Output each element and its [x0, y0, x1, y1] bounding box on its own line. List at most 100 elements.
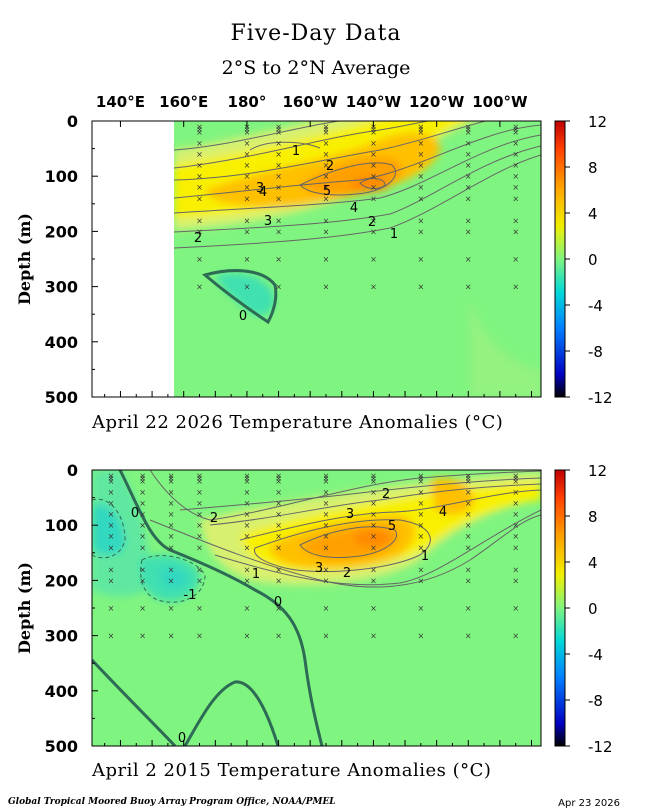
buoy-sensor-marker: × [417, 510, 424, 519]
buoy-sensor-marker: × [417, 125, 424, 134]
buoy-sensor-marker: × [370, 565, 377, 574]
buoy-sensor-marker: × [244, 128, 251, 137]
buoy-sensor-marker: × [465, 604, 472, 613]
y-tick-label: 400 [45, 333, 78, 352]
buoy-sensor-marker: × [275, 477, 282, 486]
buoy-sensor-marker: × [370, 474, 377, 483]
buoy-sensor-marker: × [108, 474, 115, 483]
colorbar-tick-label: 4 [588, 554, 598, 572]
buoy-sensor-marker: × [244, 150, 251, 159]
buoy-sensor-marker: × [370, 216, 377, 225]
colorbar-tick-label: 8 [588, 508, 598, 526]
buoy-sensor-marker: × [196, 632, 203, 641]
buoy-sensor-marker: × [196, 183, 203, 192]
buoy-sensor-marker: × [323, 632, 330, 641]
buoy-sensor-marker: × [108, 477, 115, 486]
buoy-sensor-marker: × [465, 472, 472, 481]
buoy-sensor-marker: × [465, 150, 472, 159]
contour-label: 1 [252, 567, 260, 582]
buoy-sensor-marker: × [244, 125, 251, 134]
buoy-sensor-marker: × [275, 283, 282, 292]
buoy-sensor-marker: × [323, 139, 330, 148]
buoy-sensor-marker: × [323, 216, 330, 225]
buoy-sensor-marker: × [196, 216, 203, 225]
buoy-sensor-marker: × [465, 632, 472, 641]
buoy-sensor-marker: × [244, 499, 251, 508]
buoy-sensor-marker: × [465, 565, 472, 574]
y-tick-label: 0 [67, 112, 78, 131]
panel-2026-buoy-markers: × × × × × × × × × × × × × × × × × × × × × × × × × × × × × × × × × × × × × × × ×… [196, 123, 519, 292]
buoy-sensor-marker: × [275, 139, 282, 148]
buoy-sensor-marker: × [417, 477, 424, 486]
buoy-sensor-marker: × [196, 521, 203, 530]
buoy-sensor-marker: × [370, 183, 377, 192]
buoy-sensor-marker: × [512, 194, 519, 203]
buoy-sensor-marker: × [108, 604, 115, 613]
buoy-sensor-marker: × [244, 172, 251, 181]
buoy-sensor-marker: × [465, 139, 472, 148]
buoy-sensor-marker: × [323, 521, 330, 530]
contour-label: 2 [368, 215, 376, 230]
buoy-sensor-marker: × [275, 123, 282, 132]
buoy-sensor-marker: × [370, 123, 377, 132]
buoy-sensor-marker: × [323, 227, 330, 236]
x-tick-label: 160°E [159, 93, 208, 111]
buoy-sensor-marker: × [168, 576, 175, 585]
contour-label: -1 [184, 588, 197, 603]
panel-2026-y-label: Depth (m) [15, 213, 34, 305]
y-tick-label: 400 [45, 682, 78, 701]
buoy-sensor-marker: × [465, 216, 472, 225]
contour-label: 3 [346, 507, 354, 522]
buoy-sensor-marker: × [370, 521, 377, 530]
buoy-sensor-marker: × [196, 510, 203, 519]
buoy-sensor-marker: × [323, 472, 330, 481]
buoy-sensor-marker: × [196, 543, 203, 552]
buoy-sensor-marker: × [196, 474, 203, 483]
buoy-sensor-marker: × [370, 604, 377, 613]
buoy-sensor-marker: × [370, 499, 377, 508]
buoy-sensor-marker: × [244, 161, 251, 170]
panel-2026-caption: April 22 2026 Temperature Anomalies (°C) [91, 412, 503, 433]
buoy-sensor-marker: × [512, 472, 519, 481]
contour-label: 0 [131, 506, 139, 521]
buoy-sensor-marker: × [417, 472, 424, 481]
buoy-sensor-marker: × [139, 521, 146, 530]
buoy-sensor-marker: × [168, 472, 175, 481]
buoy-sensor-marker: × [370, 477, 377, 486]
contour-label: 5 [388, 519, 396, 534]
colorbar-tick-label: -8 [588, 343, 603, 361]
buoy-sensor-marker: × [168, 604, 175, 613]
buoy-sensor-marker: × [465, 172, 472, 181]
buoy-sensor-marker: × [465, 499, 472, 508]
buoy-sensor-marker: × [417, 161, 424, 170]
contour-label: 3 [264, 214, 272, 229]
buoy-sensor-marker: × [512, 532, 519, 541]
buoy-sensor-marker: × [244, 604, 251, 613]
buoy-sensor-marker: × [323, 128, 330, 137]
buoy-sensor-marker: × [512, 543, 519, 552]
buoy-sensor-marker: × [244, 472, 251, 481]
contour-label: 2 [210, 511, 218, 526]
buoy-sensor-marker: × [417, 565, 424, 574]
panel-2015-colorbar-ticks: 12 8 4 0 -4 -8 -12 [565, 462, 613, 756]
buoy-sensor-marker: × [512, 216, 519, 225]
buoy-sensor-marker: × [512, 183, 519, 192]
buoy-sensor-marker: × [465, 161, 472, 170]
buoy-sensor-marker: × [370, 161, 377, 170]
panel-2026-y-axis: 0 100 200 300 400 500 [45, 112, 533, 407]
buoy-sensor-marker: × [275, 565, 282, 574]
buoy-sensor-marker: × [323, 183, 330, 192]
buoy-sensor-marker: × [275, 543, 282, 552]
buoy-sensor-marker: × [370, 632, 377, 641]
buoy-sensor-marker: × [244, 510, 251, 519]
buoy-sensor-marker: × [196, 128, 203, 137]
buoy-sensor-marker: × [323, 125, 330, 134]
buoy-sensor-marker: × [196, 499, 203, 508]
buoy-sensor-marker: × [465, 488, 472, 497]
buoy-sensor-marker: × [465, 510, 472, 519]
buoy-sensor-marker: × [323, 150, 330, 159]
buoy-sensor-marker: × [417, 474, 424, 483]
buoy-sensor-marker: × [196, 604, 203, 613]
colorbar-tick-label: 12 [588, 462, 607, 480]
buoy-sensor-marker: × [417, 183, 424, 192]
